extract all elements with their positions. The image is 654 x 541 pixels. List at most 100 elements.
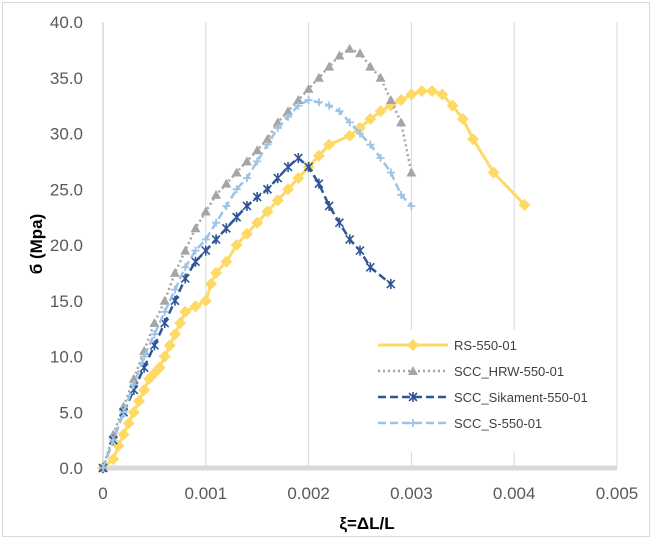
data-point — [364, 113, 377, 126]
series-line — [102, 89, 526, 470]
data-point — [122, 417, 135, 430]
legend: RS-550-01 SCC_HRW-550-01 SCC_Sikament-550-… — [370, 330, 606, 452]
data-point — [252, 145, 263, 155]
x-tick-label: 0.004 — [493, 484, 536, 503]
data-point — [232, 212, 242, 223]
data-point — [169, 267, 180, 277]
data-point — [240, 227, 253, 240]
data-point — [395, 94, 408, 107]
data-point — [210, 266, 223, 279]
data-point — [212, 218, 221, 227]
data-point — [170, 285, 179, 294]
data-point — [262, 184, 273, 195]
data-point — [313, 72, 324, 82]
data-point — [153, 361, 166, 374]
data-point — [132, 395, 145, 408]
data-point — [396, 117, 407, 127]
data-point — [252, 192, 262, 203]
data-point — [487, 166, 500, 179]
data-point — [436, 88, 449, 101]
data-point — [314, 178, 324, 189]
data-point — [446, 99, 459, 112]
y-tick-label: 20.0 — [50, 236, 83, 255]
data-point — [467, 133, 480, 146]
data-point — [282, 183, 295, 196]
data-point — [263, 140, 272, 149]
data-point — [375, 72, 386, 82]
data-point — [294, 101, 303, 110]
y-tick-label: 5.0 — [59, 403, 83, 422]
data-point — [242, 174, 251, 183]
data-point — [355, 48, 365, 58]
data-point — [108, 429, 119, 439]
data-point — [293, 153, 303, 164]
data-point — [335, 107, 344, 116]
data-point — [211, 234, 221, 245]
data-point — [397, 190, 406, 199]
data-point — [261, 205, 274, 218]
data-point — [324, 61, 335, 71]
data-point — [201, 235, 210, 244]
data-point — [405, 88, 418, 101]
legend-item: SCC_Sikament-550-01 — [378, 390, 588, 405]
data-point — [314, 98, 323, 107]
data-point — [127, 406, 140, 419]
x-tick-label: 0.005 — [596, 484, 639, 503]
y-tick-label: 40.0 — [50, 13, 83, 32]
data-point — [345, 234, 355, 245]
data-point — [324, 200, 334, 211]
legend-box — [370, 330, 606, 452]
data-point — [385, 95, 396, 105]
data-point — [231, 167, 242, 177]
legend-label: SCC_Sikament-550-01 — [454, 390, 588, 405]
series-3 — [99, 96, 416, 472]
y-tick-label: 30.0 — [50, 125, 83, 144]
data-point — [168, 328, 181, 341]
data-point — [163, 339, 176, 352]
data-point — [128, 373, 139, 383]
data-point — [117, 428, 130, 441]
data-point — [345, 118, 354, 127]
data-point — [200, 206, 211, 216]
y-tick-label: 15.0 — [50, 292, 83, 311]
y-tick-label: 0.0 — [59, 459, 83, 478]
x-axis-title: ξ=ΔL/L — [339, 514, 394, 533]
y-tick-label: 10.0 — [50, 348, 83, 367]
series-1 — [98, 43, 417, 472]
data-point — [221, 223, 231, 234]
data-point — [271, 194, 284, 207]
data-point — [150, 330, 159, 339]
data-point — [376, 154, 385, 163]
data-point — [293, 95, 304, 105]
legend-item: RS-550-01 — [378, 338, 517, 353]
data-point — [221, 178, 232, 188]
data-point — [292, 172, 305, 185]
data-point — [304, 161, 314, 172]
data-point — [518, 198, 531, 211]
data-point — [222, 201, 231, 210]
data-point — [138, 383, 151, 396]
data-point — [191, 246, 200, 255]
data-point — [386, 279, 396, 290]
data-point — [140, 352, 149, 361]
data-point — [273, 173, 283, 184]
series-line — [101, 98, 413, 469]
data-point — [273, 123, 282, 132]
legend-label: RS-550-01 — [454, 338, 517, 353]
data-point — [251, 216, 264, 229]
data-point — [365, 61, 376, 71]
data-point — [181, 263, 190, 272]
data-point — [262, 134, 273, 144]
data-point — [99, 464, 107, 472]
data-point — [386, 168, 395, 177]
legend-marker — [409, 419, 417, 427]
data-point — [204, 278, 217, 291]
data-point — [149, 318, 160, 328]
data-point — [253, 157, 262, 166]
series-line — [101, 156, 392, 469]
data-point — [343, 129, 356, 142]
y-tick-label: 35.0 — [50, 69, 83, 88]
data-point — [312, 149, 325, 162]
data-point — [407, 201, 416, 210]
legend-item: SCC_HRW-550-01 — [378, 364, 564, 379]
